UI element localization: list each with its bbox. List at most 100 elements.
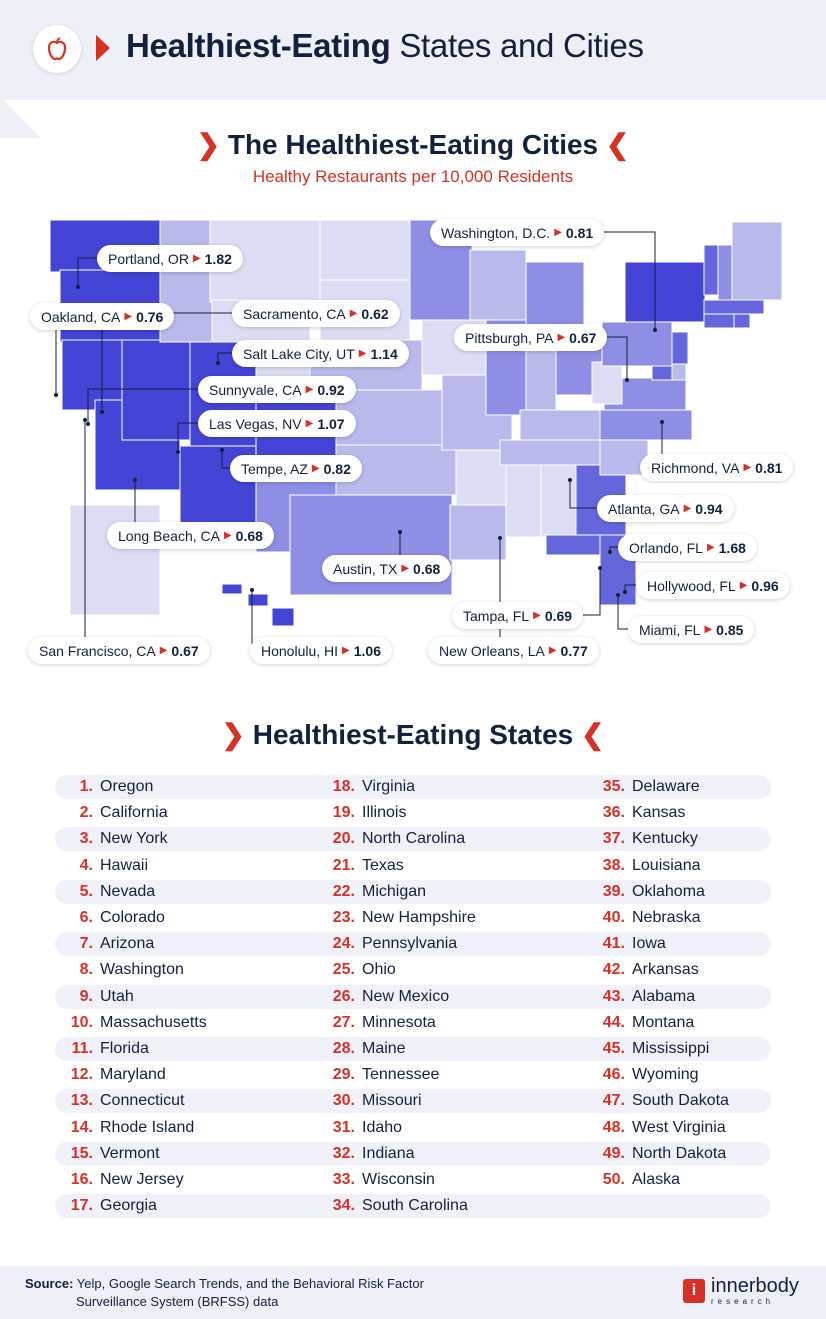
rank-number: 19. — [332, 804, 355, 822]
city-callout: Oakland, CA ▶ 0.76 — [30, 303, 175, 330]
state-name: West Virginia — [632, 1118, 726, 1136]
state-rank-item: 28. Maine — [312, 1036, 406, 1062]
rank-number: 50. — [602, 1171, 625, 1188]
state-name: Arkansas — [632, 961, 699, 979]
state-delaware — [671, 363, 687, 381]
chevron-left-icon: ❮ — [605, 129, 630, 160]
rank-number: 48. — [602, 1118, 625, 1136]
us-map — [38, 219, 783, 651]
state-rank-item: 47. South Dakota — [582, 1088, 729, 1114]
arrow-right-icon: ▶ — [683, 502, 692, 514]
city-dot — [623, 590, 627, 594]
rank-number: 42. — [602, 961, 625, 979]
city-callout: Atlanta, GA ▶ 0.94 — [597, 495, 734, 522]
state-name: Hawaii — [100, 856, 149, 874]
row-stripe — [55, 1141, 771, 1166]
state-rank-item: 13. Connecticut — [50, 1088, 185, 1114]
city-dot — [176, 450, 180, 454]
state-indiana — [525, 339, 557, 411]
rank-number: 17. — [70, 1197, 93, 1215]
city-dot — [133, 478, 137, 482]
state-rank-item: 32. Indiana — [312, 1141, 415, 1167]
city-value: 0.62 — [361, 305, 389, 322]
city-dot — [54, 393, 58, 397]
state-rank-item: 33. Wisconsin — [312, 1167, 435, 1193]
state-wisconsin — [469, 249, 527, 321]
rank-number: 37. — [602, 830, 625, 848]
city-value: 0.96 — [751, 577, 779, 594]
leader-line — [77, 257, 97, 287]
state-name: Michigan — [362, 882, 427, 900]
state-name: New York — [100, 830, 168, 848]
city-value: 0.67 — [171, 642, 199, 659]
city-dot — [86, 422, 90, 426]
rank-number: 34. — [332, 1197, 355, 1215]
state-name: South Carolina — [362, 1197, 468, 1215]
state-rank-item: 6. Colorado — [50, 905, 165, 931]
rank-number: 26. — [332, 987, 355, 1005]
city-dot — [216, 361, 220, 365]
city-dot — [250, 588, 254, 592]
state-name: Arizona — [100, 935, 155, 953]
chevron-right-icon: ❯ — [196, 129, 221, 160]
state-rank-item: 30. Missouri — [312, 1088, 422, 1114]
city-value: 0.69 — [544, 607, 573, 624]
city-callout: Richmond, VA ▶ 0.81 — [640, 454, 794, 481]
state-vermont — [703, 244, 719, 296]
state-name: North Dakota — [632, 1144, 727, 1162]
city-value: 0.92 — [317, 381, 345, 398]
city-name: Tampa, FL — [463, 607, 530, 624]
city-callout: Tampa, FL ▶ 0.69 — [452, 602, 584, 629]
state-name: Rhode Island — [100, 1118, 195, 1136]
arrow-right-icon: ▶ — [349, 307, 358, 319]
city-value: 0.68 — [235, 527, 263, 544]
state-rank-item: 19. Illinois — [312, 800, 407, 826]
arrow-right-icon: ▶ — [548, 644, 557, 656]
state-rank-item: 29. Tennessee — [312, 1062, 440, 1088]
city-value: 0.82 — [323, 460, 351, 477]
arrow-right-icon: ▶ — [358, 347, 367, 359]
city-callout: Orlando, FL ▶ 1.68 — [618, 534, 757, 561]
state-maine — [731, 221, 783, 301]
rank-number: 31. — [332, 1118, 355, 1136]
arrow-right-icon: ▶ — [739, 579, 748, 591]
state-name: California — [100, 804, 168, 822]
city-name: New Orleans, LA — [439, 642, 545, 659]
city-dot — [616, 593, 620, 597]
rank-number: 3. — [79, 830, 93, 848]
brand-mark: i — [683, 1279, 705, 1303]
rank-number: 21. — [332, 856, 355, 874]
arrow-right-icon: ▶ — [223, 529, 232, 541]
city-dot — [83, 418, 87, 422]
state-rank-item: 4. Hawaii — [50, 853, 148, 879]
state-rank-item: 36. Kansas — [582, 800, 686, 826]
state-rank-item: 43. Alabama — [582, 984, 695, 1010]
rank-number: 35. — [602, 778, 625, 795]
city-callout: Las Vegas, NV ▶ 1.07 — [198, 410, 356, 437]
city-value: 0.81 — [755, 459, 783, 476]
state-name: South Dakota — [632, 1092, 729, 1110]
row-stripe — [55, 1194, 771, 1219]
city-dot — [598, 566, 602, 570]
state-massachusetts — [703, 299, 765, 315]
city-value: 1.14 — [370, 345, 398, 362]
state-rank-item: 34. South Carolina — [312, 1193, 468, 1219]
state-rank-item: 12. Maryland — [50, 1062, 166, 1088]
city-callout: Sunnyvale, CA ▶ 0.92 — [198, 376, 356, 403]
state-name: Ohio — [362, 961, 396, 979]
rank-number: 1. — [79, 778, 93, 795]
rank-number: 47. — [602, 1092, 625, 1110]
state-rank-item: 2. California — [50, 800, 168, 826]
state-rank-item: 16. New Jersey — [50, 1167, 184, 1193]
leader-line — [177, 422, 198, 452]
state-rank-item: 7. Arizona — [50, 931, 155, 957]
city-name: Tempe, AZ — [241, 460, 308, 477]
state-rank-item: 8. Washington — [50, 957, 184, 983]
state-rank-item: 1. Oregon — [50, 774, 154, 800]
city-callout: Pittsburgh, PA ▶ 0.67 — [454, 324, 608, 351]
row-stripe — [55, 879, 771, 904]
city-callout: San Francisco, CA ▶ 0.67 — [28, 637, 210, 664]
decorative-corner — [0, 96, 40, 138]
state-name: New Mexico — [362, 987, 450, 1005]
arrow-right-icon: ▶ — [342, 644, 350, 656]
